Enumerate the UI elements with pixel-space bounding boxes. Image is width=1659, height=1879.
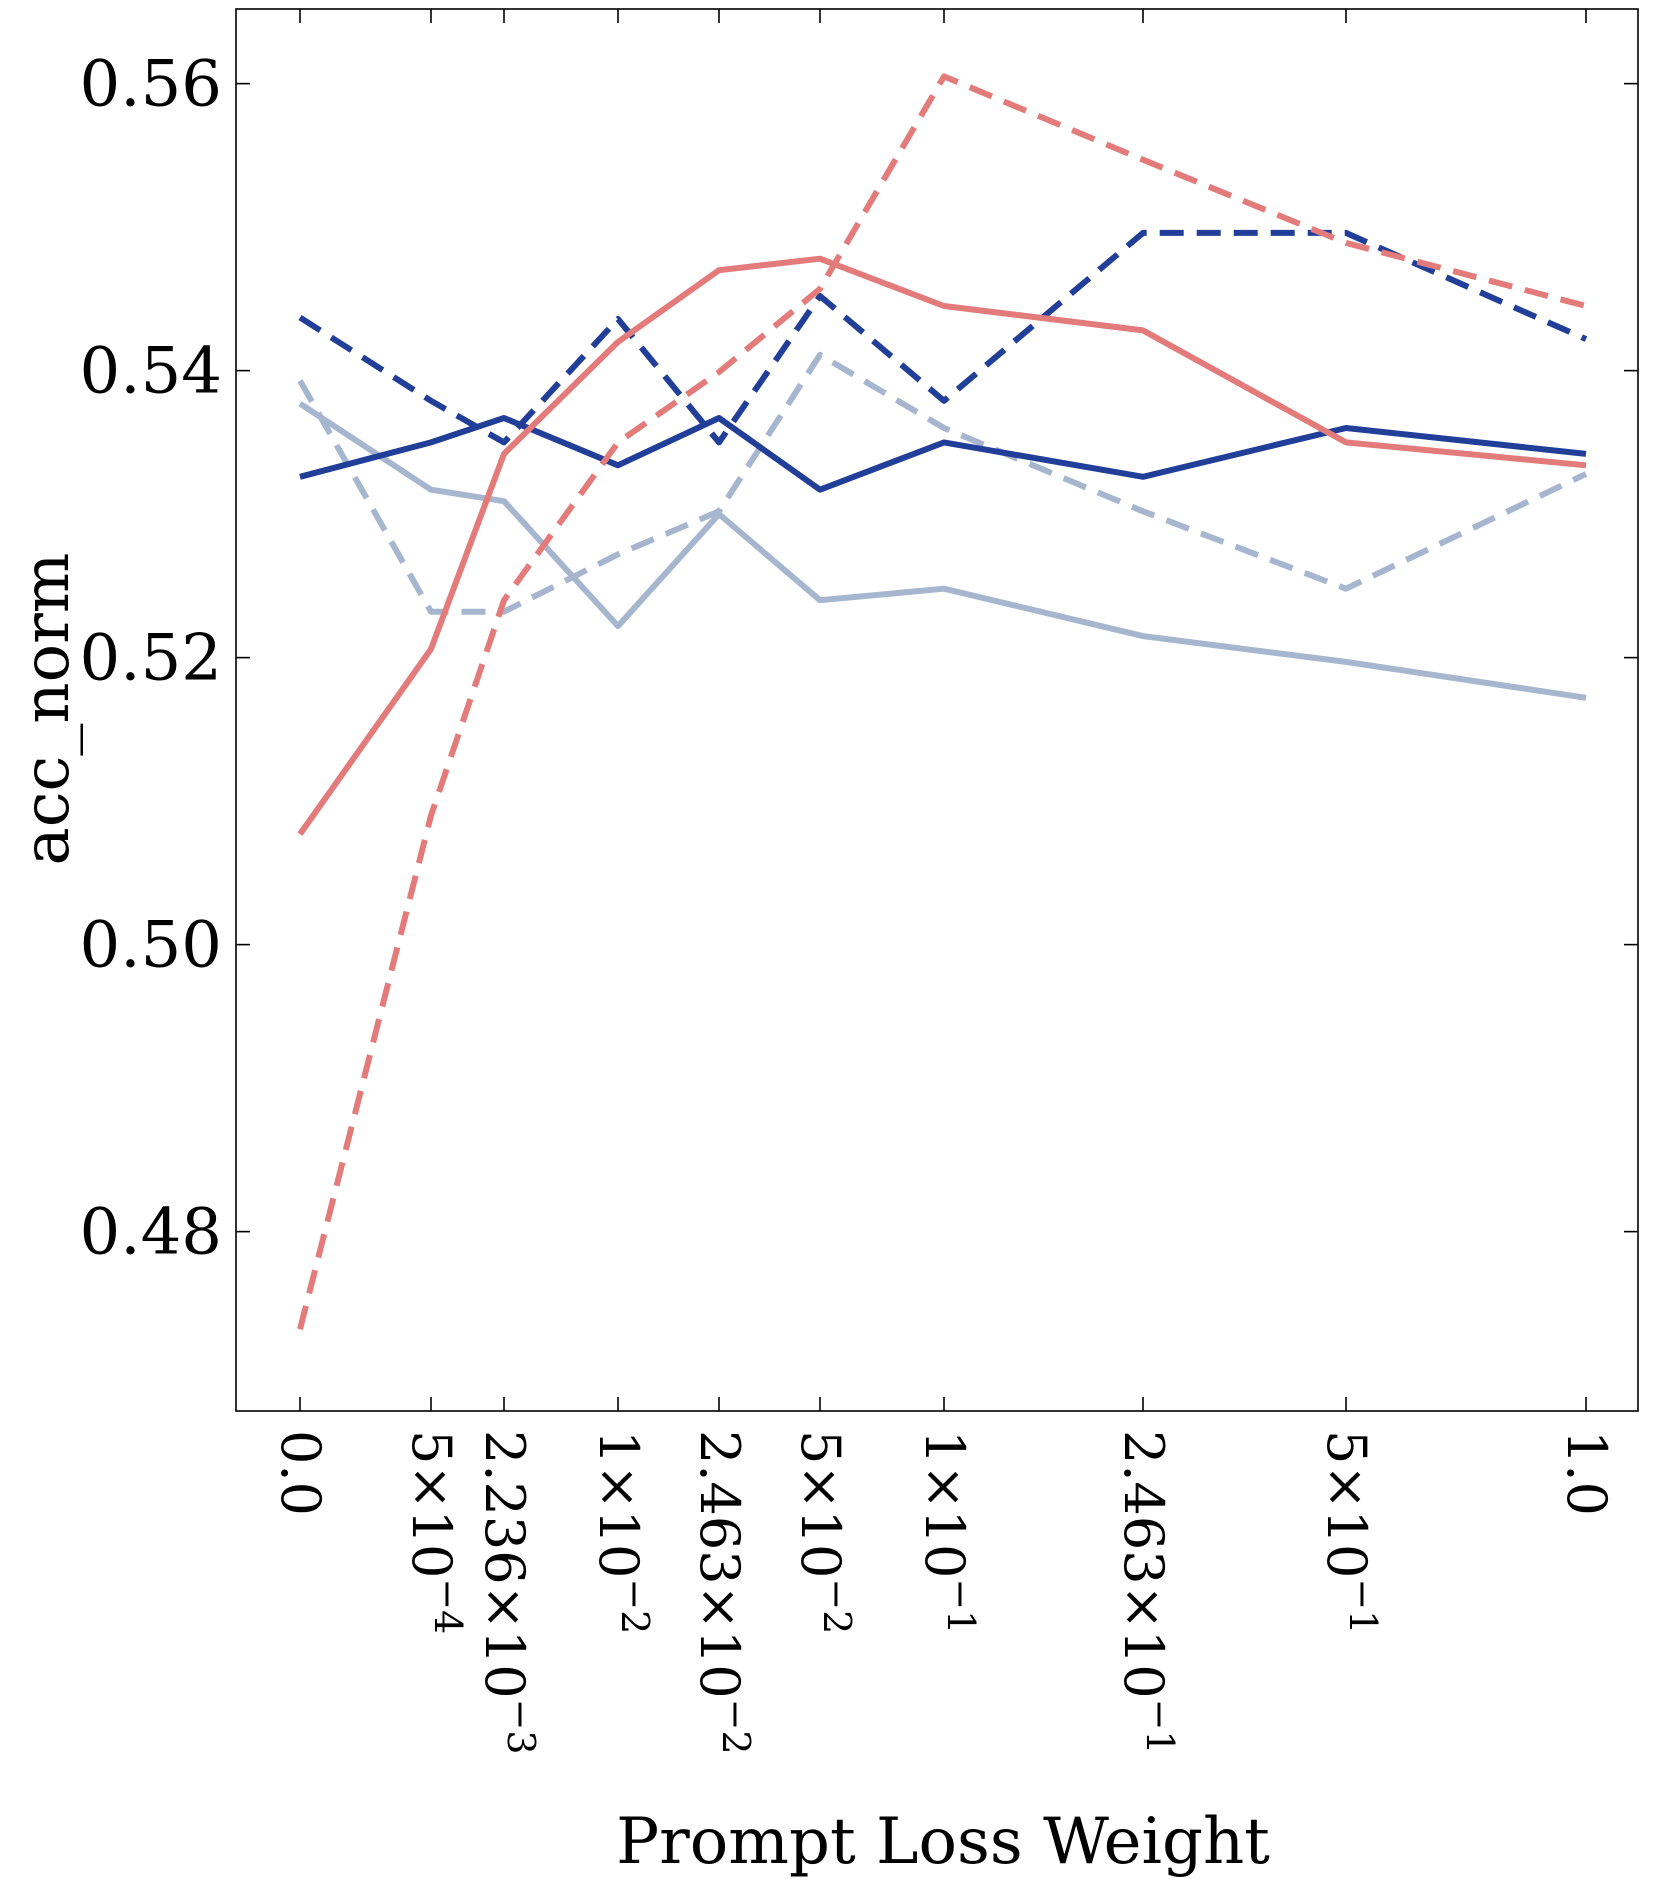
series-line-coral-solid bbox=[297, 255, 1587, 836]
x-tick-label-text: 1×10−2 bbox=[587, 1430, 657, 1634]
x-tick-label-text: 2.236×10−3 bbox=[473, 1430, 543, 1755]
x-axis-label: Prompt Loss Weight bbox=[616, 1805, 1270, 1879]
series-line-dark-blue-solid bbox=[299, 415, 1587, 493]
series-line-coral-dashed bbox=[297, 73, 1587, 1330]
x-tick-label: 5×10−4 bbox=[400, 1430, 470, 1634]
y-axis-label: acc_norm bbox=[10, 553, 84, 866]
x-tick-label-text: 5×10−4 bbox=[400, 1430, 470, 1634]
y-tick-label: 0.54 bbox=[80, 335, 223, 409]
x-tick-label: 0.0 bbox=[269, 1430, 332, 1516]
series-line-light-blue-dashed bbox=[297, 351, 1588, 615]
y-axis: 0.48 0.50 0.52 0.54 0.56 bbox=[80, 48, 1638, 1270]
x-tick-label-text: 1×10−1 bbox=[913, 1430, 983, 1634]
series-line-light-blue-solid bbox=[298, 401, 1587, 701]
series-layer bbox=[297, 73, 1588, 1330]
x-tick-label: 2.236×10−3 bbox=[473, 1430, 543, 1755]
x-tick-label-exponent: −2 bbox=[714, 1699, 758, 1755]
x-tick-label: 1.0 bbox=[1555, 1430, 1618, 1516]
x-tick-label-text: 1.0 bbox=[1555, 1430, 1618, 1516]
x-tick-label-exponent: −2 bbox=[815, 1578, 859, 1634]
x-tick-label-text: 0.0 bbox=[269, 1430, 332, 1516]
x-axis: 0.0 5×10−4 2.236×10−3 1×10−2 2.463×10−2 5×10−… bbox=[269, 9, 1618, 1755]
x-tick-label-exponent: −1 bbox=[1138, 1699, 1182, 1755]
x-tick-label: 2.463×10−1 bbox=[1112, 1430, 1182, 1755]
x-tick-label: 1×10−2 bbox=[587, 1430, 657, 1634]
series-line-dark-blue-dashed bbox=[298, 229, 1588, 446]
x-tick-label: 1×10−1 bbox=[913, 1430, 983, 1634]
x-tick-label-text: 2.463×10−1 bbox=[1112, 1430, 1182, 1755]
x-tick-label-exponent: −2 bbox=[613, 1578, 657, 1634]
y-tick-label: 0.48 bbox=[80, 1196, 223, 1270]
x-tick-label: 5×10−1 bbox=[1315, 1430, 1385, 1634]
x-tick-label: 5×10−2 bbox=[789, 1430, 859, 1634]
x-tick-label: 2.463×10−2 bbox=[688, 1430, 758, 1755]
x-tick-label-exponent: −3 bbox=[499, 1699, 543, 1755]
x-tick-label-text: 5×10−1 bbox=[1315, 1430, 1385, 1634]
y-tick-label: 0.50 bbox=[80, 909, 223, 983]
x-tick-label-text: 2.463×10−2 bbox=[688, 1430, 758, 1755]
x-tick-label-exponent: −1 bbox=[1341, 1578, 1385, 1634]
x-tick-label-text: 5×10−2 bbox=[789, 1430, 859, 1634]
plot-frame bbox=[235, 8, 1639, 1412]
x-tick-label-exponent: −4 bbox=[426, 1578, 470, 1634]
y-tick-label: 0.56 bbox=[80, 48, 223, 122]
x-tick-label-exponent: −1 bbox=[939, 1578, 983, 1634]
y-tick-label: 0.52 bbox=[80, 622, 223, 696]
